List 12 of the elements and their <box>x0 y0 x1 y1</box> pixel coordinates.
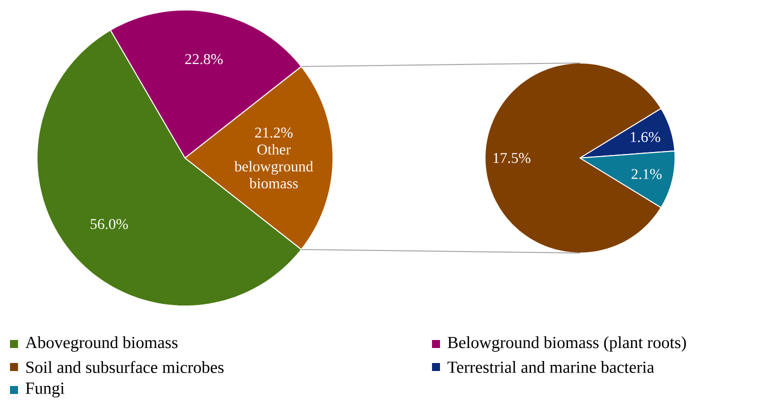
data-label: 56.0% <box>90 219 128 230</box>
data-label: 17.5% <box>494 152 530 164</box>
data-label: 2.1% <box>632 168 662 180</box>
data-label: 21.2% <box>255 128 293 138</box>
data-label: 1.6% <box>630 132 660 142</box>
legend-label: Terrestrial and marine bacteria <box>448 361 654 373</box>
legend-label: Belowground biomass (plant roots) <box>448 336 686 352</box>
legend-label: Fungi <box>26 382 64 398</box>
legend-label: Soil and subsurface microbes <box>26 360 224 374</box>
data-label: 22.8% <box>185 54 223 64</box>
text: Other belowground biomass <box>234 144 314 188</box>
legend-label: Aboveground biomass <box>25 336 178 352</box>
